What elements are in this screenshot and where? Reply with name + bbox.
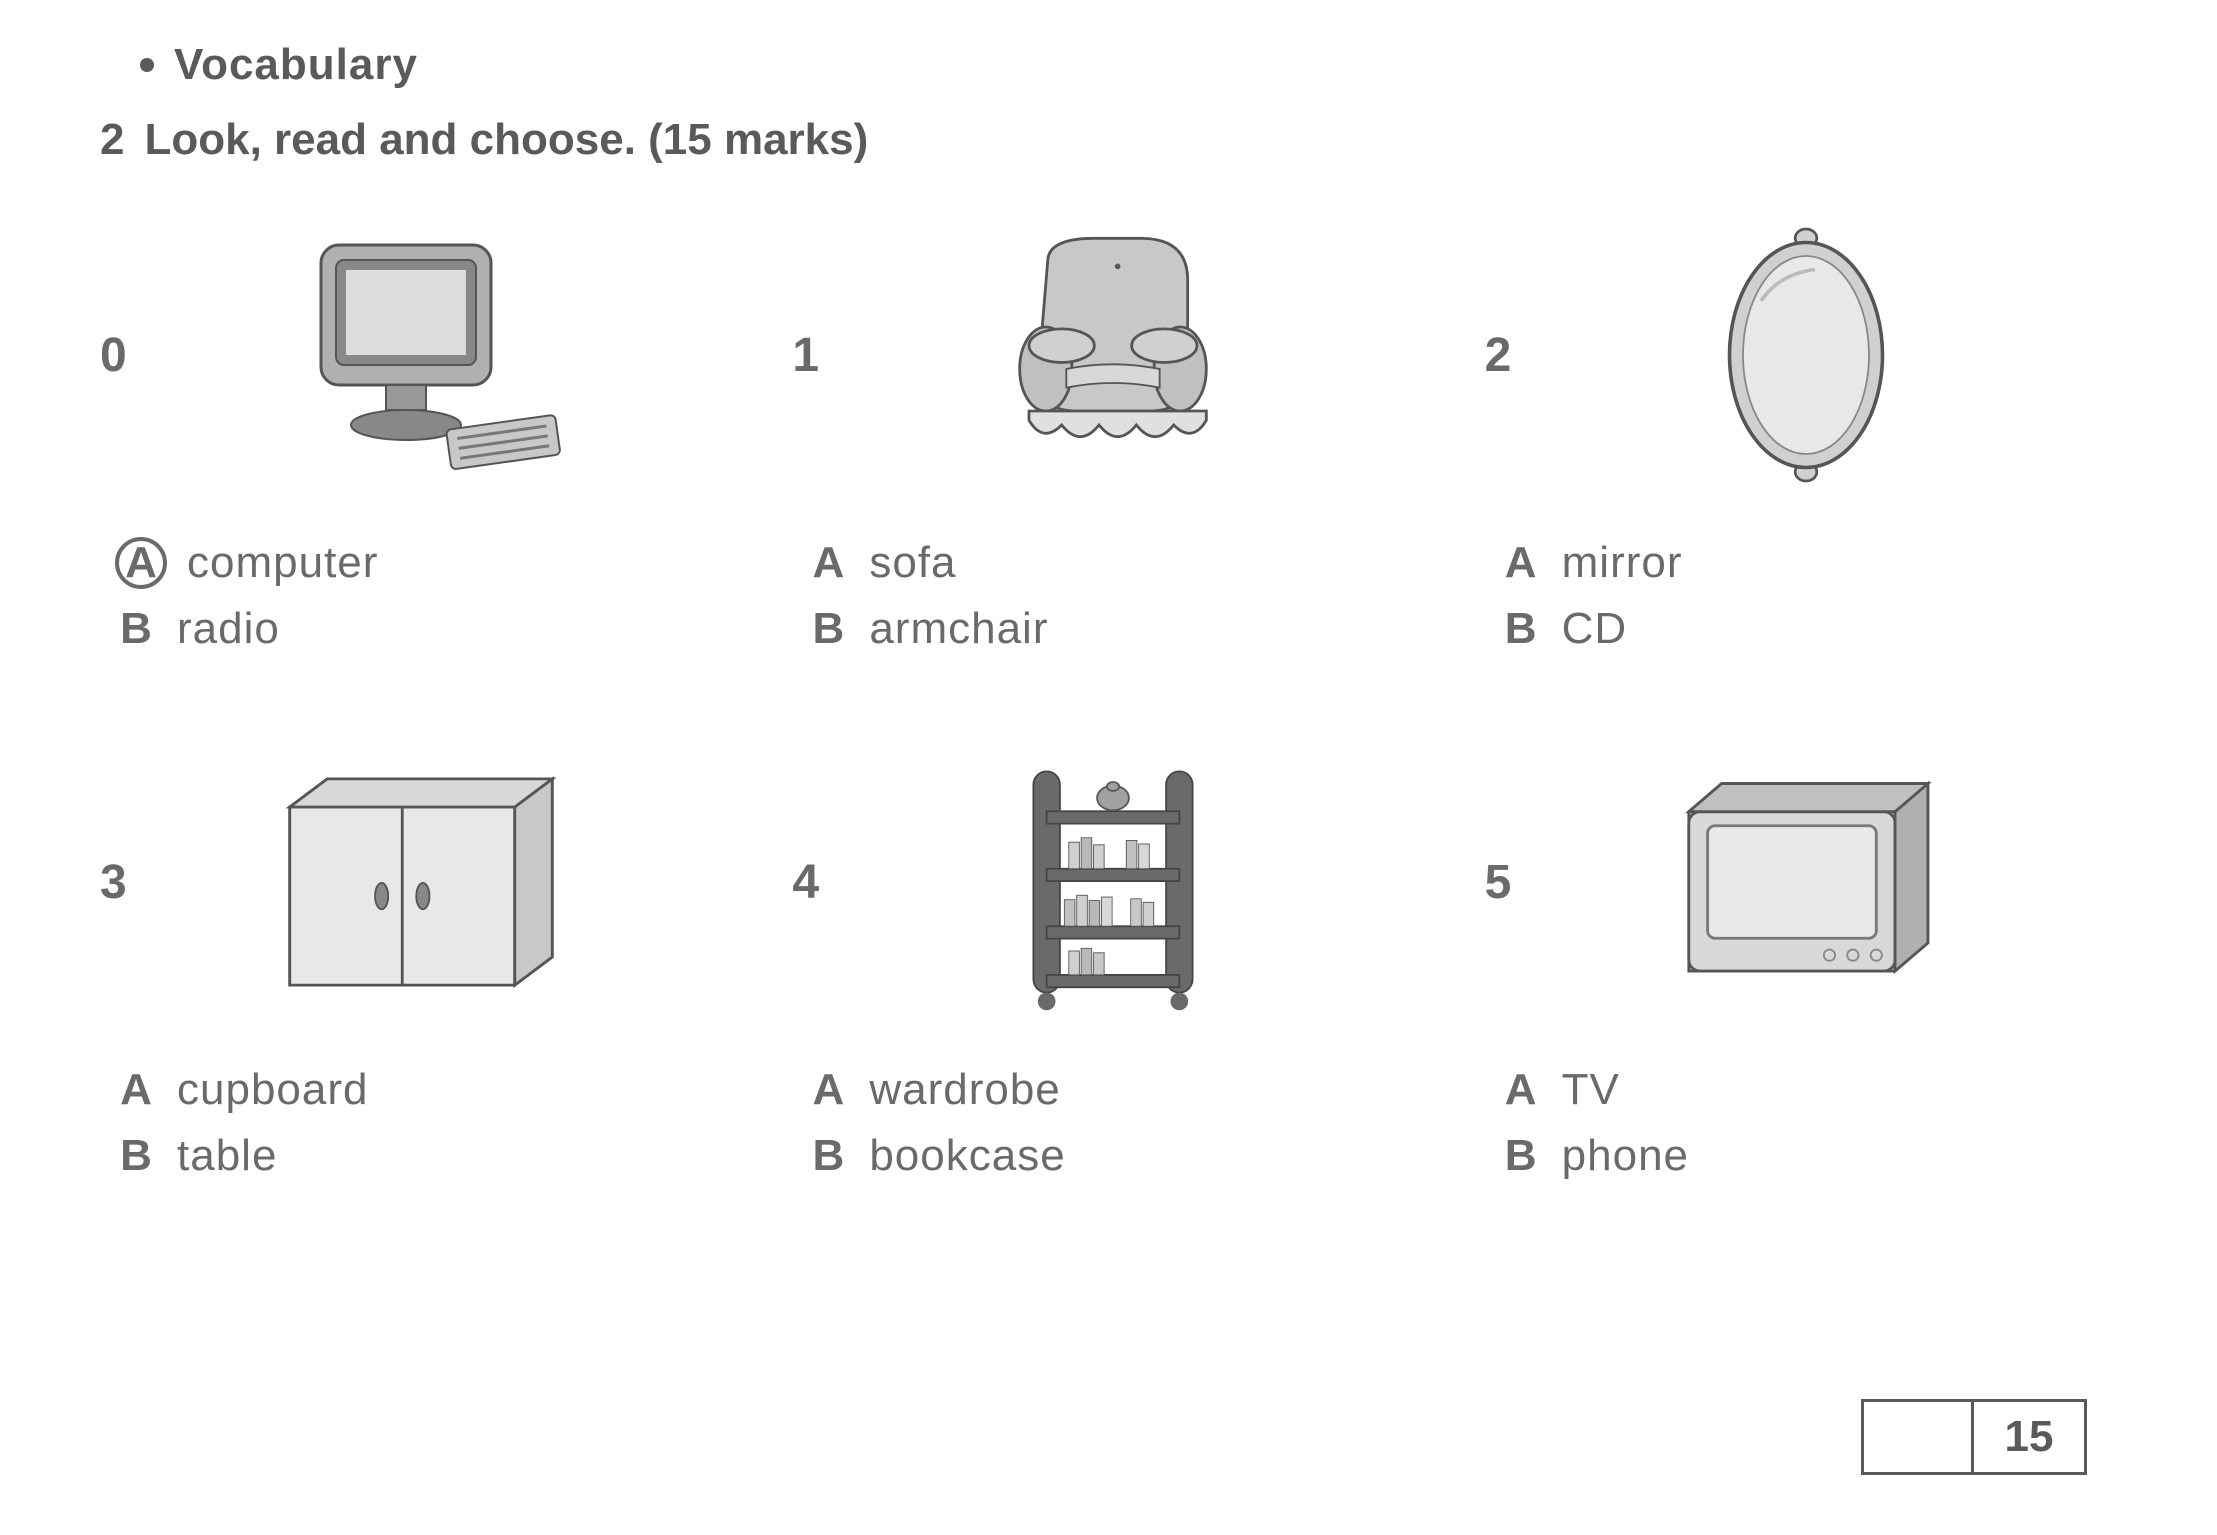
option-letter-b: B bbox=[1500, 596, 1542, 662]
score-blank[interactable] bbox=[1864, 1402, 1974, 1472]
option-text: TV bbox=[1562, 1057, 1620, 1123]
armchair-illustration bbox=[862, 205, 1364, 505]
mirror-illustration bbox=[1555, 205, 2057, 505]
item-5: 5 A TV B phone bbox=[1485, 722, 2057, 1189]
option-letter-b: B bbox=[807, 1123, 849, 1189]
bullet-icon bbox=[140, 58, 154, 72]
option-letter-a: A bbox=[807, 1057, 849, 1123]
option-text: sofa bbox=[869, 530, 956, 596]
question-number: 2 bbox=[100, 115, 124, 165]
cupboard-illustration bbox=[170, 732, 672, 1032]
option-b[interactable]: B armchair bbox=[807, 596, 1364, 662]
option-text: computer bbox=[187, 530, 378, 596]
item-number: 4 bbox=[792, 855, 842, 910]
item-number: 5 bbox=[1485, 855, 1535, 910]
option-letter-a: A bbox=[115, 537, 167, 589]
item-number: 0 bbox=[100, 328, 150, 383]
option-text: cupboard bbox=[177, 1057, 368, 1123]
option-b[interactable]: B phone bbox=[1500, 1123, 2057, 1189]
option-b[interactable]: B bookcase bbox=[807, 1123, 1364, 1189]
option-b[interactable]: B table bbox=[115, 1123, 672, 1189]
item-4: 4 bbox=[792, 722, 1364, 1189]
option-a[interactable]: A wardrobe bbox=[807, 1057, 1364, 1123]
option-letter-a: A bbox=[1500, 530, 1542, 596]
option-a[interactable]: A cupboard bbox=[115, 1057, 672, 1123]
items-grid: 0 A co bbox=[100, 195, 2057, 1189]
item-3: 3 A cupboard B table bbox=[100, 722, 672, 1189]
option-letter-b: B bbox=[1500, 1123, 1542, 1189]
option-letter-a: A bbox=[115, 1057, 157, 1123]
item-1: 1 A sofa B armcha bbox=[792, 195, 1364, 662]
option-letter-b: B bbox=[807, 596, 849, 662]
item-number: 3 bbox=[100, 855, 150, 910]
item-number: 2 bbox=[1485, 328, 1535, 383]
option-text: radio bbox=[177, 596, 280, 662]
option-b[interactable]: B radio bbox=[115, 596, 672, 662]
section-title: Vocabulary bbox=[174, 40, 418, 90]
option-text: CD bbox=[1562, 596, 1628, 662]
tv-illustration bbox=[1555, 732, 2057, 1032]
bookcase-illustration bbox=[862, 732, 1364, 1032]
score-box: 15 bbox=[1861, 1399, 2087, 1475]
item-2: 2 A mirror B CD bbox=[1485, 195, 2057, 662]
score-total: 15 bbox=[1974, 1402, 2084, 1472]
option-text: table bbox=[177, 1123, 277, 1189]
option-a[interactable]: A mirror bbox=[1500, 530, 2057, 596]
computer-illustration bbox=[170, 205, 672, 505]
option-a[interactable]: A TV bbox=[1500, 1057, 2057, 1123]
option-text: phone bbox=[1562, 1123, 1689, 1189]
option-letter-a: A bbox=[1500, 1057, 1542, 1123]
option-letter-b: B bbox=[115, 596, 157, 662]
item-number: 1 bbox=[792, 328, 842, 383]
option-b[interactable]: B CD bbox=[1500, 596, 2057, 662]
option-text: armchair bbox=[869, 596, 1048, 662]
item-0: 0 A co bbox=[100, 195, 672, 662]
option-letter-b: B bbox=[115, 1123, 157, 1189]
option-letter-a: A bbox=[807, 530, 849, 596]
option-a[interactable]: A sofa bbox=[807, 530, 1364, 596]
option-text: bookcase bbox=[869, 1123, 1065, 1189]
option-a[interactable]: A computer bbox=[115, 530, 672, 596]
instruction-row: 2 Look, read and choose. (15 marks) bbox=[100, 115, 2137, 165]
section-header: Vocabulary bbox=[140, 40, 2137, 90]
instruction-text: Look, read and choose. (15 marks) bbox=[144, 115, 868, 165]
option-text: mirror bbox=[1562, 530, 1683, 596]
option-text: wardrobe bbox=[869, 1057, 1060, 1123]
